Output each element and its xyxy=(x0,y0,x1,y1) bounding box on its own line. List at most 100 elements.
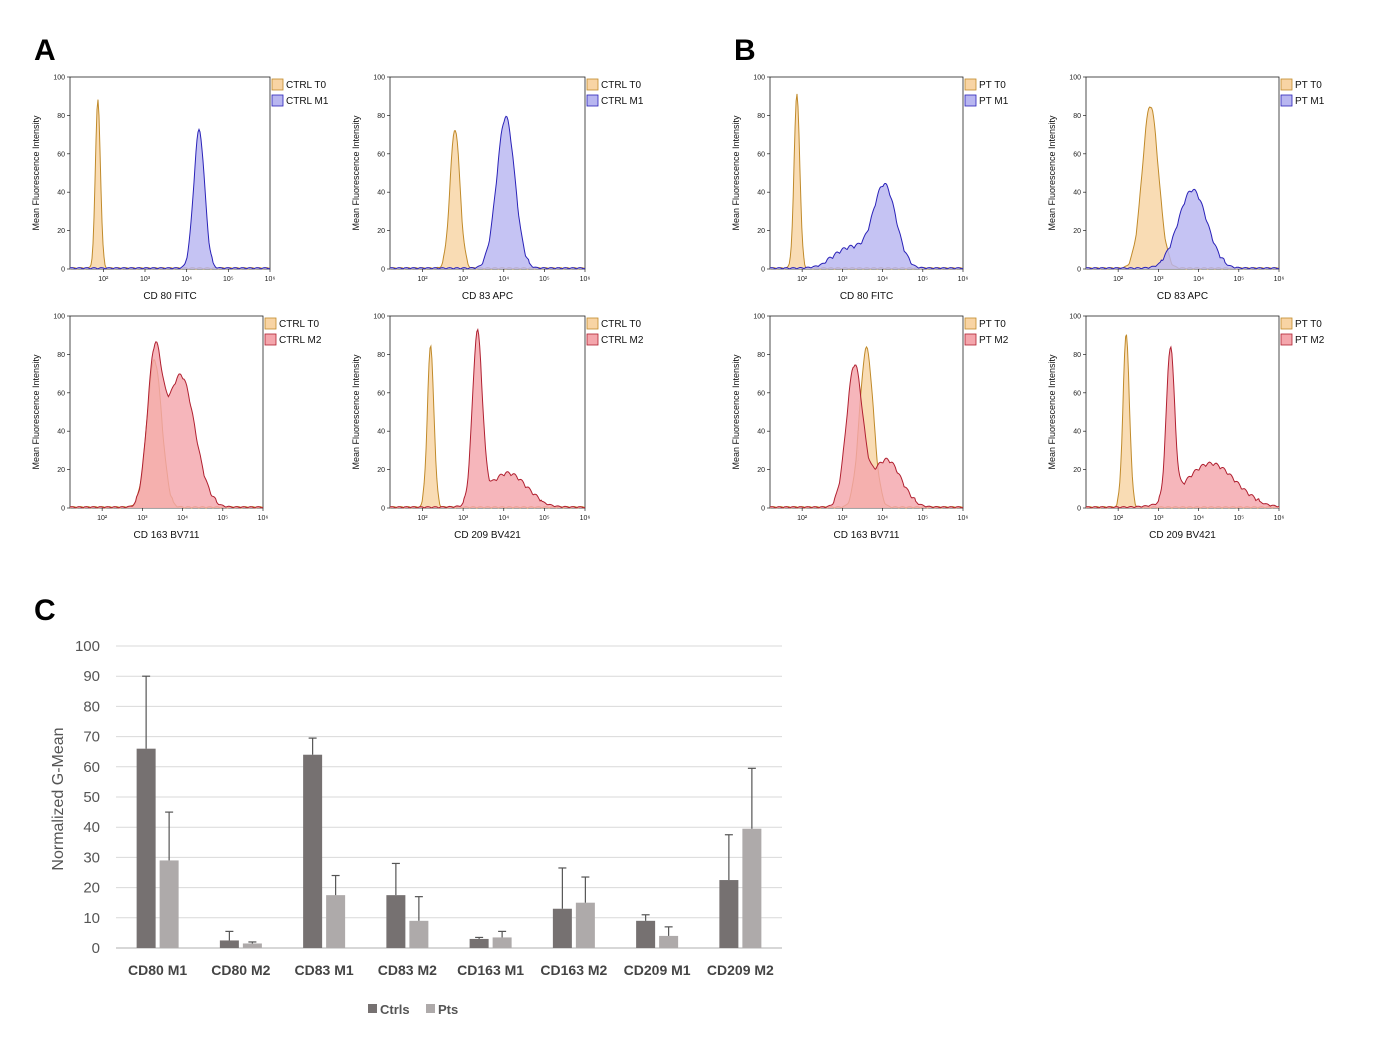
x-tick-label: 10⁴ xyxy=(877,276,888,283)
histogram-area-t0 xyxy=(770,346,963,508)
x-tick-label: 10³ xyxy=(458,276,469,283)
y-tick-label: 40 xyxy=(377,190,385,197)
x-tick-label: 10² xyxy=(98,276,109,283)
bar-pts xyxy=(409,920,429,948)
legend-swatch xyxy=(964,333,977,346)
bar-pts xyxy=(575,902,595,948)
y-tick-label: 20 xyxy=(57,467,65,474)
x-tick-label: 10⁵ xyxy=(1233,515,1244,522)
histogram-A1: 0 20 40 60 80 100 10² 10³ 10⁴ 10⁵ 10⁶ CD 80 FITC Mea… xyxy=(31,75,329,303)
y-tick-label: 0 xyxy=(61,506,65,513)
legend-swatch xyxy=(271,94,284,107)
bar-pts xyxy=(326,895,346,948)
histogram-area-t0 xyxy=(390,346,585,508)
histogram-line-m2 xyxy=(69,341,264,509)
y-tick-label: 0 xyxy=(381,267,385,274)
bar-ctrls xyxy=(386,895,406,948)
x-tick-label: 10⁶ xyxy=(580,515,591,522)
bar-ctrls xyxy=(469,938,489,948)
x-tick-label: 10³ xyxy=(837,276,848,283)
legend-swatch xyxy=(271,78,284,91)
y-axis-label: Mean Fluorescence Intensity xyxy=(731,115,741,231)
legend-label: PT M2 xyxy=(979,335,1009,346)
y-tick-label: 100 xyxy=(753,314,765,321)
histogram-area-m1 xyxy=(390,116,585,269)
x-tick-label: 10⁴ xyxy=(1193,276,1204,283)
y-axis-label: Mean Fluorescence Intensity xyxy=(351,354,361,470)
x-tick-label: 10³ xyxy=(458,515,469,522)
y-tick-label: 10 xyxy=(83,910,100,927)
y-tick-label: 60 xyxy=(377,390,385,397)
histogram-A4: 0 20 40 60 80 100 10² 10³ 10⁴ 10⁵ 10⁶ CD 209 BV421 M… xyxy=(351,314,644,542)
category-label: CD83 M2 xyxy=(378,962,437,978)
legend-label: Ctrls xyxy=(380,1002,410,1017)
x-tick-label: 10³ xyxy=(837,515,848,522)
histogram-area-m2 xyxy=(1086,347,1279,508)
category-label: CD83 M1 xyxy=(295,962,354,978)
y-tick-label: 0 xyxy=(761,506,765,513)
x-tick-label: 10⁶ xyxy=(958,276,969,283)
legend-label: CTRL T0 xyxy=(601,319,641,330)
x-axis-label: CD 209 BV421 xyxy=(1149,530,1216,541)
x-tick-label: 10⁵ xyxy=(1233,276,1244,283)
x-tick-label: 10⁴ xyxy=(498,515,509,522)
x-tick-label: 10⁶ xyxy=(258,515,269,522)
legend-label: PT M1 xyxy=(1295,96,1325,107)
y-tick-label: 100 xyxy=(53,314,65,321)
panel-label-c: C xyxy=(34,594,56,627)
y-axis-label: Mean Fluorescence Intensity xyxy=(31,354,41,470)
bar-pts xyxy=(742,828,762,948)
x-tick-label: 10⁴ xyxy=(498,276,509,283)
category-label: CD163 M1 xyxy=(457,962,524,978)
y-tick-label: 60 xyxy=(757,390,765,397)
y-axis-label: Normalized G-Mean xyxy=(50,727,67,870)
bar-ctrls xyxy=(719,880,739,948)
y-tick-label: 0 xyxy=(761,267,765,274)
y-tick-label: 80 xyxy=(377,352,385,359)
x-tick-label: 10² xyxy=(1113,515,1124,522)
y-tick-label: 40 xyxy=(1073,190,1081,197)
y-tick-label: 60 xyxy=(57,390,65,397)
histogram-B4: 0 20 40 60 80 100 10² 10³ 10⁴ 10⁵ 10⁶ CD 209 BV421 M… xyxy=(1047,314,1325,542)
legend-swatch xyxy=(1280,78,1293,91)
legend-label: CTRL M2 xyxy=(279,335,322,346)
histogram-B1: 0 20 40 60 80 100 10² 10³ 10⁴ 10⁵ 10⁶ CD 80 FITC Mea… xyxy=(731,75,1009,303)
legend-swatch xyxy=(264,333,277,346)
y-tick-label: 80 xyxy=(1073,113,1081,120)
y-tick-label: 0 xyxy=(381,506,385,513)
histogram-line-m1 xyxy=(69,128,271,270)
legend-swatch xyxy=(964,94,977,107)
y-tick-label: 100 xyxy=(75,638,100,655)
histogram-area-m1 xyxy=(770,183,963,269)
y-tick-label: 70 xyxy=(83,729,100,746)
y-tick-label: 20 xyxy=(757,467,765,474)
legend-label: CTRL M1 xyxy=(601,96,644,107)
legend-label: PT M2 xyxy=(1295,335,1325,346)
x-tick-label: 10² xyxy=(1113,276,1124,283)
x-axis-label: CD 209 BV421 xyxy=(454,530,521,541)
y-tick-label: 20 xyxy=(377,467,385,474)
y-tick-label: 30 xyxy=(83,849,100,866)
y-axis-label: Mean Fluorescence Intensity xyxy=(731,354,741,470)
legend-swatch xyxy=(586,94,599,107)
x-tick-label: 10² xyxy=(797,515,808,522)
y-tick-label: 60 xyxy=(757,151,765,158)
panel-label-b: B xyxy=(734,34,756,67)
x-tick-label: 10⁵ xyxy=(539,515,550,522)
y-tick-label: 0 xyxy=(61,267,65,274)
y-tick-label: 60 xyxy=(377,151,385,158)
histogram-A3: 0 20 40 60 80 100 10² 10³ 10⁴ 10⁵ 10⁶ CD 163 BV711 M… xyxy=(31,314,322,542)
legend-swatch xyxy=(586,317,599,330)
y-tick-label: 20 xyxy=(1073,467,1081,474)
y-tick-label: 80 xyxy=(83,698,100,715)
bar-pts xyxy=(492,937,512,948)
histogram-line-m1 xyxy=(1085,188,1280,270)
legend-label: PT T0 xyxy=(1295,80,1322,91)
histogram-line-m2 xyxy=(769,364,964,509)
legend-swatch xyxy=(1280,94,1293,107)
histogram-area-m1 xyxy=(1086,189,1279,269)
y-axis-label: Mean Fluorescence Intensity xyxy=(31,115,41,231)
x-tick-label: 10⁵ xyxy=(223,276,234,283)
x-axis-label: CD 83 APC xyxy=(462,291,513,302)
bar-ctrls xyxy=(136,748,156,948)
